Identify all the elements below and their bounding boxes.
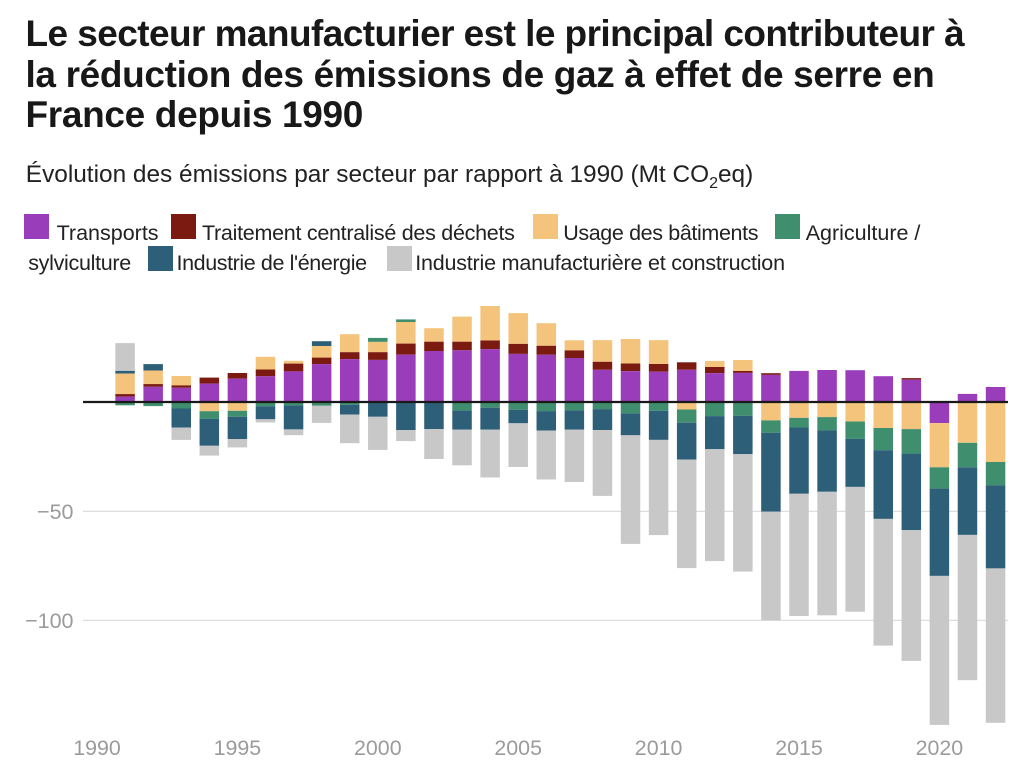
svg-text:−50: −50 (37, 500, 74, 524)
svg-text:2000: 2000 (354, 736, 402, 760)
svg-text:1995: 1995 (214, 736, 262, 760)
svg-text:2010: 2010 (635, 736, 683, 760)
svg-text:1990: 1990 (73, 736, 121, 760)
svg-text:2020: 2020 (916, 736, 964, 760)
svg-text:2015: 2015 (775, 736, 823, 760)
svg-text:−100: −100 (25, 609, 73, 633)
svg-text:2005: 2005 (494, 736, 542, 760)
